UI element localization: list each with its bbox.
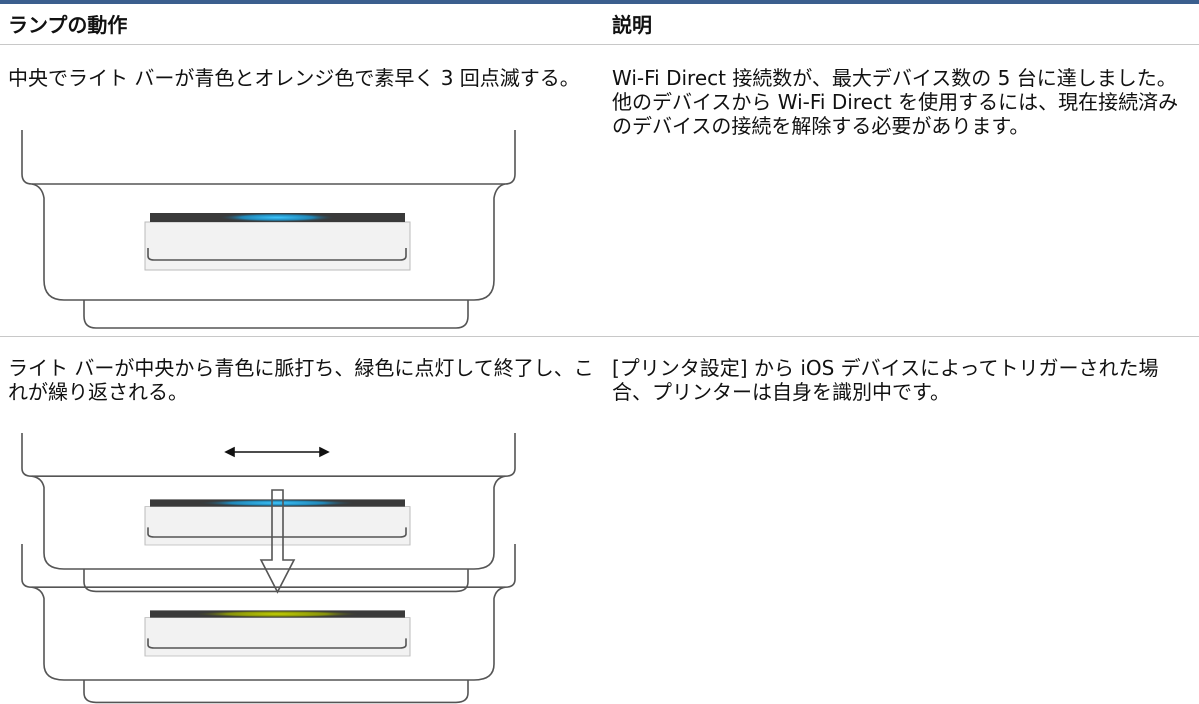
cell-text: ライト バーが中央から青色に脈打ち、緑色に点灯して終了し、これが繰り返される。 [8, 356, 594, 404]
printer-illustration [21, 543, 516, 704]
printer-illustration [21, 432, 516, 593]
column-header: 説明 [612, 13, 652, 37]
column-header: ランプの動作 [8, 13, 128, 37]
printer-illustration [21, 129, 516, 329]
pulse-arrow [226, 448, 328, 456]
cell-text: Wi-Fi Direct 接続数が、最大デバイス数の 5 台に達しました。他のデ… [612, 66, 1179, 138]
cell-text: [プリンタ設定] から iOS デバイスによってトリガーされた場合、プリンターは… [612, 356, 1159, 404]
top-bar [0, 0, 1199, 4]
header-rule [0, 44, 1199, 45]
row-rule [0, 336, 1199, 337]
cell-text: 中央でライト バーが青色とオレンジ色で素早く 3 回点滅する。 [8, 66, 580, 90]
down-arrow [261, 490, 294, 592]
